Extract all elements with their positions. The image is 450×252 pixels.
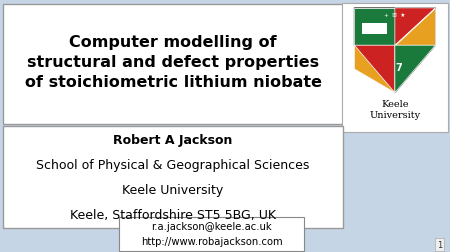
Text: Computer modelling of
structural and defect properties
of stoichiometric lithium: Computer modelling of structural and def… <box>25 35 321 90</box>
Polygon shape <box>395 46 436 93</box>
Polygon shape <box>395 9 436 46</box>
Polygon shape <box>355 9 395 46</box>
FancyBboxPatch shape <box>3 5 343 125</box>
FancyBboxPatch shape <box>119 217 304 251</box>
FancyBboxPatch shape <box>342 4 448 132</box>
Text: 7: 7 <box>396 62 402 72</box>
Text: +  ✉  ★: + ✉ ★ <box>384 13 405 18</box>
Text: r.a.jackson@keele.ac.uk
http://www.robajackson.com: r.a.jackson@keele.ac.uk http://www.robaj… <box>141 221 282 246</box>
Polygon shape <box>355 9 436 93</box>
Text: Keele, Staffordshire ST5 5BG, UK: Keele, Staffordshire ST5 5BG, UK <box>70 208 276 221</box>
Polygon shape <box>355 46 395 93</box>
Polygon shape <box>395 9 436 46</box>
FancyBboxPatch shape <box>3 126 343 228</box>
Text: 1: 1 <box>436 240 442 249</box>
Text: Keele University: Keele University <box>122 183 224 196</box>
Polygon shape <box>355 46 395 93</box>
FancyBboxPatch shape <box>363 24 387 35</box>
Text: School of Physical & Geographical Sciences: School of Physical & Geographical Scienc… <box>36 158 310 171</box>
Text: Keele
University: Keele University <box>369 100 420 119</box>
Text: Robert A Jackson: Robert A Jackson <box>113 133 233 146</box>
